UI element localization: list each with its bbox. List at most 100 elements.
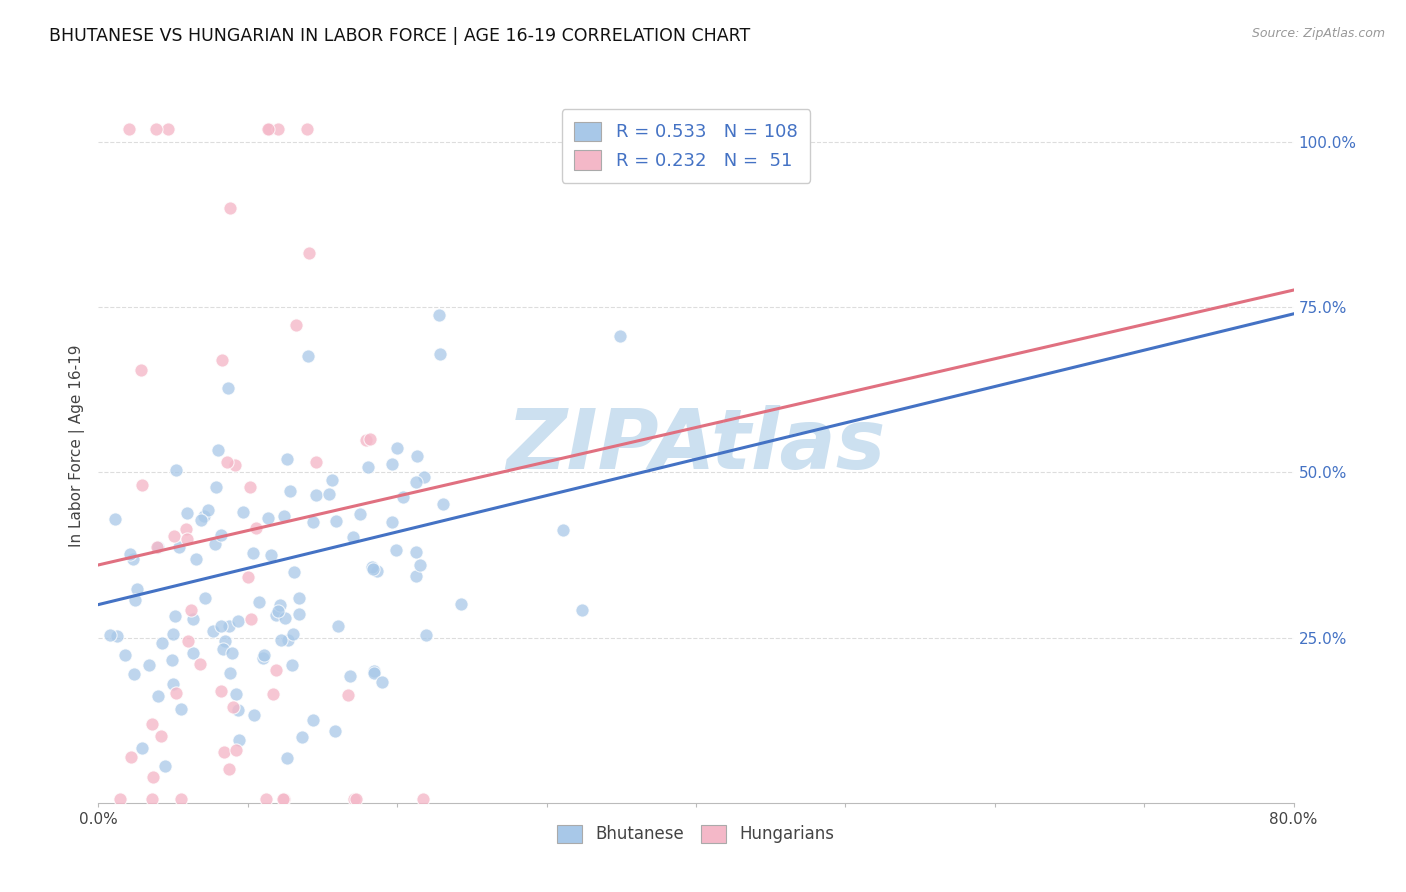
Point (190, 513, 212, 527)
Point (176, 533, 198, 547)
Point (325, 514, 347, 528)
Point (105, 629, 128, 643)
Point (381, 457, 404, 471)
Text: BHUTANESE VS HUNGARIAN IN LABOR FORCE | AGE 16-19 CORRELATION CHART: BHUTANESE VS HUNGARIAN IN LABOR FORCE | … (49, 27, 751, 45)
Point (406, 449, 429, 463)
Point (254, 792, 277, 806)
Point (256, 511, 278, 525)
Point (193, 508, 215, 523)
Point (131, 363, 153, 377)
Point (571, 603, 593, 617)
Point (167, 540, 190, 554)
Point (186, 552, 208, 566)
Point (269, 598, 291, 612)
Point (257, 121, 280, 136)
Point (609, 329, 631, 343)
Point (110, 792, 132, 806)
Point (165, 463, 187, 477)
Point (357, 459, 380, 474)
Point (412, 792, 434, 806)
Point (218, 762, 240, 776)
Point (118, 121, 141, 136)
Point (276, 750, 298, 764)
Point (384, 543, 406, 558)
Point (342, 530, 364, 544)
Point (349, 507, 371, 521)
Point (217, 381, 239, 395)
Text: ZIPAtlas: ZIPAtlas (506, 406, 886, 486)
Point (405, 545, 427, 559)
Point (209, 528, 232, 542)
Point (162, 626, 184, 640)
Point (339, 669, 361, 683)
Point (194, 591, 217, 606)
Point (302, 515, 325, 529)
Point (124, 592, 146, 607)
Point (271, 792, 294, 806)
Point (371, 675, 394, 690)
Point (211, 619, 233, 633)
Point (219, 201, 242, 215)
Point (181, 612, 204, 626)
Point (226, 703, 249, 717)
Point (283, 626, 305, 640)
Point (239, 480, 262, 494)
Point (153, 758, 176, 772)
Point (344, 792, 367, 806)
Y-axis label: In Labor Force | Age 16-19: In Labor Force | Age 16-19 (69, 344, 84, 548)
Point (226, 614, 249, 628)
Point (180, 603, 202, 617)
Point (297, 121, 319, 136)
Point (204, 480, 226, 494)
Point (214, 634, 236, 648)
Point (266, 604, 288, 618)
Point (288, 591, 311, 605)
Point (405, 568, 427, 582)
Point (98, 628, 121, 642)
Point (162, 677, 184, 691)
Point (209, 683, 232, 698)
Point (243, 707, 266, 722)
Point (343, 792, 366, 806)
Point (412, 470, 434, 484)
Point (104, 512, 127, 526)
Point (270, 633, 292, 648)
Point (197, 503, 219, 517)
Point (291, 730, 314, 744)
Point (201, 624, 224, 639)
Point (146, 689, 169, 703)
Point (170, 702, 193, 716)
Point (163, 529, 186, 543)
Point (224, 743, 246, 757)
Point (359, 432, 381, 446)
Point (150, 729, 173, 743)
Point (148, 541, 170, 555)
Point (305, 488, 328, 502)
Point (408, 558, 430, 572)
Point (405, 475, 427, 489)
Point (262, 686, 284, 700)
Point (360, 560, 382, 574)
Point (366, 564, 388, 578)
Point (232, 504, 254, 518)
Point (141, 716, 163, 731)
Point (207, 443, 229, 458)
Point (145, 541, 167, 555)
Point (283, 566, 305, 580)
Point (274, 611, 297, 625)
Point (429, 347, 451, 361)
Point (163, 609, 186, 624)
Point (239, 611, 262, 625)
Point (120, 749, 142, 764)
Point (236, 570, 259, 584)
Point (215, 455, 238, 469)
Point (381, 515, 404, 529)
Point (305, 454, 328, 468)
Point (432, 496, 454, 510)
Point (385, 441, 408, 455)
Point (337, 689, 360, 703)
Point (188, 657, 211, 671)
Point (391, 490, 413, 504)
Point (218, 666, 240, 681)
Point (222, 699, 245, 714)
